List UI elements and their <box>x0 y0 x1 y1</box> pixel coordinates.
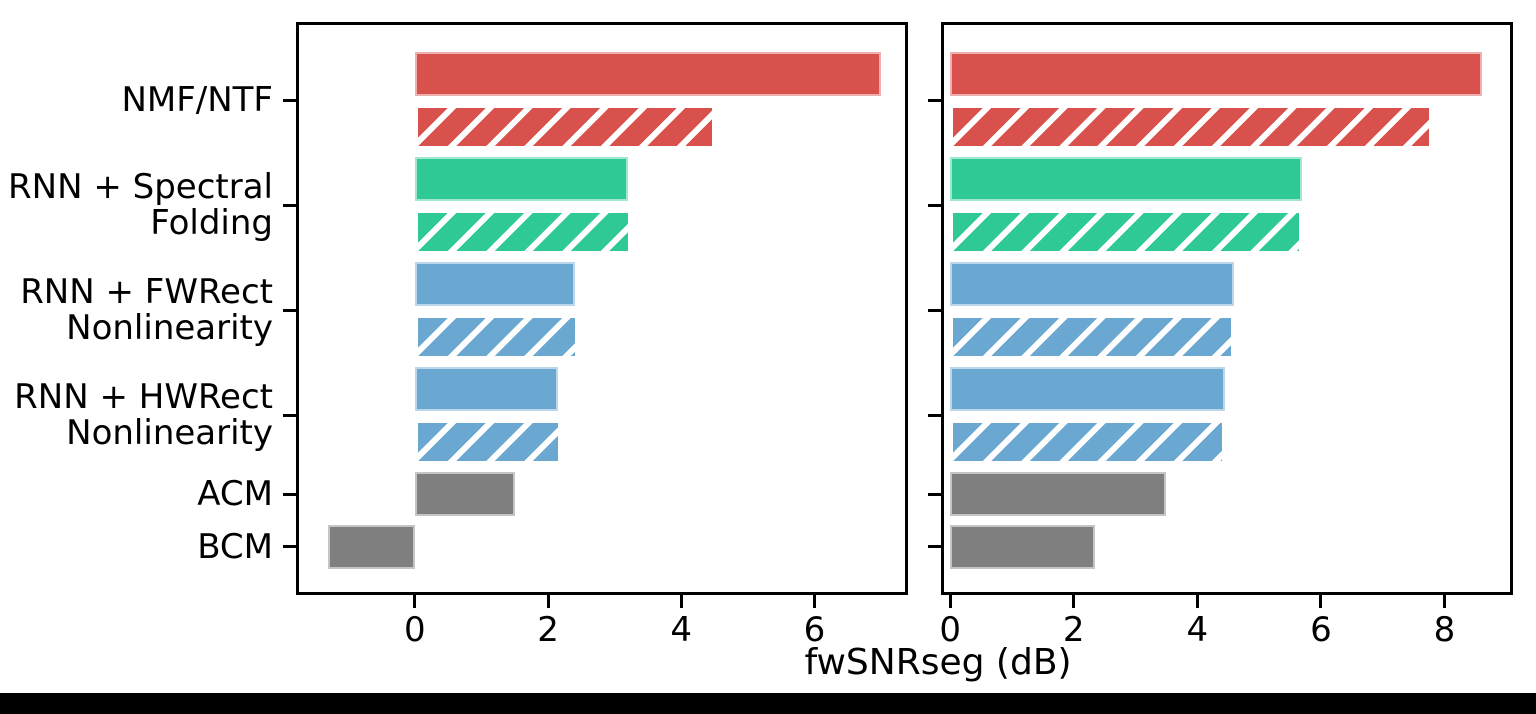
y-tick-rnn-hwrect-nonlinearity <box>283 413 296 417</box>
y-category-label-bcm: BCM <box>197 529 273 565</box>
x-tick-2 <box>1072 595 1076 608</box>
bar-nmf-ntf-solid <box>414 52 881 96</box>
x-tick-label-4: 4 <box>1186 610 1209 650</box>
y-category-label-acm: ACM <box>197 476 273 512</box>
y-tick-rnn-spectral-folding <box>283 203 296 207</box>
bottom-black-strip <box>0 693 1536 714</box>
y-category-label-line: RNN + HWRect <box>14 377 273 418</box>
y-category-label-line: ACM <box>197 474 273 514</box>
x-axis-label: fwSNRseg (dB) <box>804 642 1072 683</box>
y-tick-rnn-fwrect-nonlinearity <box>283 308 296 312</box>
bar-rnn-spectral-folding-hatched <box>950 209 1303 254</box>
bar-rnn-fwrect-nonlinearity-hatched <box>414 314 578 359</box>
x-tick-6 <box>1319 595 1323 608</box>
y-tick-bcm <box>928 545 941 548</box>
y-category-label-line: RNN + Spectral <box>8 167 273 208</box>
y-category-label-line: RNN + FWRect <box>20 272 273 313</box>
y-tick-nmf-ntf <box>283 98 296 102</box>
bar-rnn-fwrect-nonlinearity-hatched <box>950 314 1235 359</box>
bar-rnn-hwrect-nonlinearity-solid <box>414 367 559 411</box>
x-tick-8 <box>1443 595 1446 608</box>
left-bar-chart: 0 2 4 6 <box>283 22 908 647</box>
bar-bcm-solid <box>328 524 415 569</box>
bar-nmf-ntf-solid <box>950 52 1482 96</box>
x-tick-label-8: 8 <box>1433 610 1456 650</box>
y-tick-rnn-hwrect-nonlinearity <box>928 413 941 417</box>
right-bar-chart: 0 2 4 6 8 <box>928 22 1513 647</box>
y-category-label-rnn-hwrect-nonlinearity: RNN + HWRect Nonlinearity <box>14 379 273 451</box>
y-tick-rnn-spectral-folding <box>928 203 941 207</box>
bar-rnn-spectral-folding-solid <box>950 157 1303 201</box>
y-category-label-line: BCM <box>197 526 273 567</box>
y-category-label-line: NMF/NTF <box>121 80 273 121</box>
bar-rnn-spectral-folding-solid <box>414 157 628 201</box>
x-tick-2 <box>546 595 550 608</box>
y-category-label-line: Folding <box>150 203 273 244</box>
x-tick-label-2: 2 <box>1062 610 1085 650</box>
bar-rnn-hwrect-nonlinearity-hatched <box>950 419 1226 464</box>
y-category-label-line: Nonlinearity <box>66 308 273 349</box>
bar-bcm-solid <box>950 524 1096 569</box>
y-category-label-nmf-ntf: NMF/NTF <box>121 82 273 118</box>
x-tick-4 <box>1195 595 1199 608</box>
bar-acm-solid <box>950 472 1167 516</box>
y-category-label-rnn-fwrect-nonlinearity: RNN + FWRect Nonlinearity <box>20 274 273 346</box>
y-tick-acm <box>928 492 941 496</box>
x-tick-0 <box>948 595 952 608</box>
x-tick-label-6: 6 <box>803 610 826 650</box>
y-tick-bcm <box>283 545 296 548</box>
bar-rnn-fwrect-nonlinearity-solid <box>414 262 575 306</box>
y-tick-acm <box>283 492 296 496</box>
y-category-label-rnn-spectral-folding: RNN + Spectral Folding <box>8 169 273 241</box>
bar-nmf-ntf-hatched <box>414 104 715 149</box>
x-tick-label-0: 0 <box>404 610 426 650</box>
x-tick-label-6: 6 <box>1310 610 1332 650</box>
bar-rnn-hwrect-nonlinearity-solid <box>950 367 1226 411</box>
x-tick-4 <box>679 595 683 608</box>
bar-rnn-fwrect-nonlinearity-solid <box>950 262 1235 306</box>
y-tick-rnn-fwrect-nonlinearity <box>928 308 941 312</box>
x-tick-6 <box>812 595 816 608</box>
x-tick-label-0: 0 <box>939 610 961 650</box>
bar-rnn-hwrect-nonlinearity-hatched <box>414 419 562 464</box>
y-tick-nmf-ntf <box>928 98 941 102</box>
x-tick-label-2: 2 <box>537 610 559 650</box>
bar-acm-solid <box>414 472 515 516</box>
x-tick-0 <box>413 595 417 608</box>
bar-nmf-ntf-hatched <box>950 104 1433 149</box>
x-tick-label-4: 4 <box>670 610 693 650</box>
bar-rnn-spectral-folding-hatched <box>414 209 632 254</box>
y-category-label-line: Nonlinearity <box>66 413 273 454</box>
